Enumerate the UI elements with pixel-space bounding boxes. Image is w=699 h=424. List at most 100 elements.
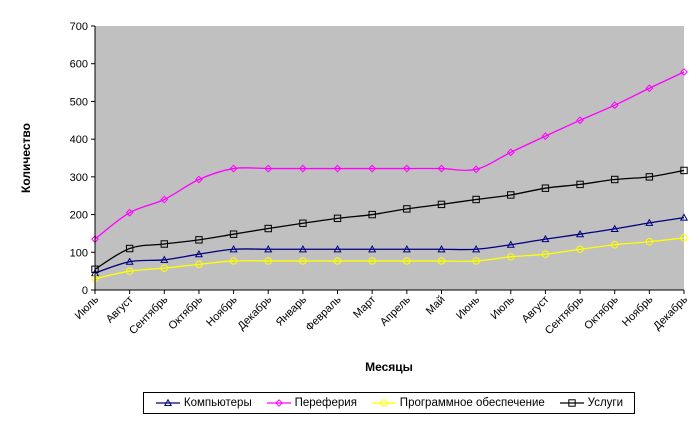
x-tick-label: Март [351,294,378,321]
series-computers-point [610,224,619,232]
series-layer [90,68,689,283]
series-peripherals-point [437,164,446,173]
x-tick-label: Январь [274,293,309,328]
x-tick-label: Август [104,294,136,326]
series-line-computers [94,216,685,274]
series-software-point [368,257,376,265]
series-computers-point [472,245,481,253]
y-tick-label: 400 [70,134,88,146]
series-peripherals-point [610,101,619,110]
series-computers-point [645,218,654,226]
series-services-point [437,200,446,209]
legend-item-software: Программное обеспечение [371,397,545,409]
series-peripherals-point [229,164,238,173]
series-software-point [333,257,342,265]
series-services-point [645,173,654,181]
x-tick-label: Май [424,294,448,318]
x-tick-label: Декабрь [651,293,690,332]
series-software-point [611,241,619,249]
series-computers-point [576,229,585,238]
y-axis-title: Количество [19,123,33,193]
x-tick-label: Октябрь [582,293,621,332]
legend-item-computers: Компьютеры [155,397,252,409]
series-computers-point [194,249,203,258]
series-line-peripherals [94,71,685,240]
series-peripherals-point [541,132,550,141]
y-tick-label: 500 [70,96,88,108]
series-services-point [611,175,619,184]
series-peripherals-point [160,195,169,204]
series-software-point [160,264,168,272]
series-services-point [229,230,238,238]
series-computers-point [264,245,273,253]
series-computers-point [541,234,550,243]
y-tick-label: 0 [82,285,88,297]
chart-legend: Компьютеры Переферия Программное обеспечен… [143,392,635,414]
x-axis-title: Месяцы [365,360,413,374]
x-tick-label: Октябрь [166,293,205,332]
series-computers-point [125,257,134,265]
series-services-point [368,210,376,219]
series-services-point [299,219,307,227]
series-peripherals-point [576,116,584,125]
series-software-point [229,257,238,265]
series-computers-point [298,245,307,253]
series-services-point [680,166,688,175]
series-computers-point [437,245,446,253]
plot-area [95,26,684,290]
series-software-point [680,234,688,242]
x-tick-label: Декабрь [236,293,275,332]
series-computers-point [368,245,377,253]
series-peripherals-point [125,208,134,217]
y-tick-label: 200 [70,210,88,222]
series-peripherals-point [645,84,654,93]
x-tick-label: Апрель [378,293,413,328]
series-peripherals-point [402,164,411,173]
y-tick-label: 300 [70,172,88,184]
series-services-point [541,184,550,192]
series-services-point [195,236,203,244]
series-software-point [299,257,307,265]
series-peripherals-point [506,148,515,157]
legend-label: Программное обеспечение [399,397,545,409]
legend-item-services: Услуги [559,397,623,409]
series-peripherals-point [333,164,342,173]
series-computers-point [160,255,169,263]
legend-services-point [567,399,576,407]
y-tick-label: 100 [70,247,88,259]
x-tick-label: Февраль [304,293,344,333]
series-services-point [507,191,515,199]
series-peripherals-point [368,164,377,173]
series-peripherals-point [298,164,307,173]
legend-swatch-services [559,399,584,407]
legend-swatch-computers [155,398,180,407]
x-tick-label: Июнь [454,293,482,321]
x-tick-label: Август [520,294,552,326]
series-computers-point [229,245,238,253]
legend-label: Переферия [294,397,357,409]
legend-swatch-peripherals [266,399,291,407]
legend-label: Услуги [587,397,624,409]
y-tick-label: 700 [70,21,88,33]
series-services-point [264,224,272,233]
series-services-point [160,240,168,248]
series-services-point [472,195,480,204]
series-computers-point [506,240,515,248]
series-software-point [541,250,550,258]
series-software-point [125,267,134,275]
series-services-point [403,205,411,213]
x-tick-label: Июль [73,293,102,322]
legend-computers-point [163,398,172,407]
series-services-point [333,214,342,223]
legend-software-point [380,399,388,407]
series-peripherals-point [264,164,273,173]
y-tick-label: 600 [70,59,88,71]
legend-peripherals-point [274,399,283,407]
series-services-point [125,244,134,253]
series-software-point [264,257,272,265]
y-axis-ticks: 0 100 200 300 400 500 600 700 [70,21,95,297]
series-services-point [576,180,584,189]
legend-label: Компьютеры [183,397,252,409]
